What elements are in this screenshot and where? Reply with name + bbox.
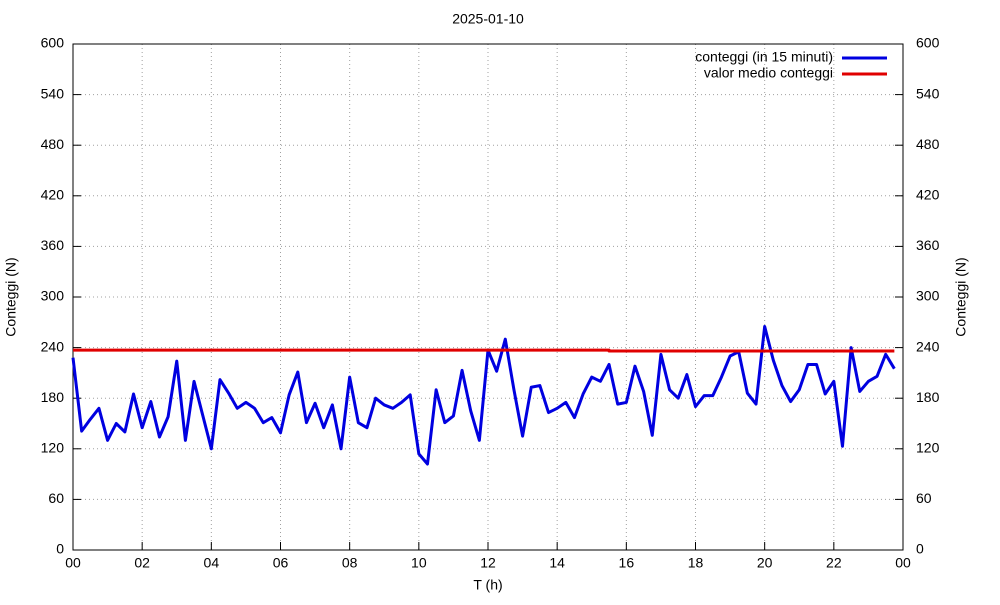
- y-tick-label: 240: [41, 338, 65, 354]
- x-tick-label: 08: [342, 555, 358, 571]
- y-tick-label: 120: [41, 440, 65, 456]
- x-tick-label: 00: [895, 555, 911, 571]
- y2-tick-label: 60: [916, 490, 932, 506]
- y-tick-label: 0: [56, 541, 64, 557]
- y2-tick-label: 360: [916, 237, 940, 253]
- x-tick-label: 18: [688, 555, 704, 571]
- x-tick-label: 10: [411, 555, 427, 571]
- y-tick-label: 600: [41, 35, 65, 51]
- y2-tick-label: 0: [916, 541, 924, 557]
- y2-tick-label: 300: [916, 288, 940, 304]
- x-tick-label: 00: [65, 555, 81, 571]
- y-tick-label: 540: [41, 85, 65, 101]
- x-tick-label: 04: [204, 555, 220, 571]
- y2-tick-label: 180: [916, 389, 940, 405]
- legend-label: valor medio conteggi: [704, 65, 833, 81]
- y-tick-label: 420: [41, 187, 65, 203]
- legend-label: conteggi (in 15 minuti): [695, 49, 833, 65]
- x-tick-label: 02: [134, 555, 150, 571]
- y-tick-label: 360: [41, 237, 65, 253]
- x-tick-label: 22: [826, 555, 842, 571]
- y-tick-label: 60: [48, 490, 64, 506]
- x-tick-label: 06: [273, 555, 289, 571]
- y-tick-label: 180: [41, 389, 65, 405]
- y2-tick-label: 120: [916, 440, 940, 456]
- data-line: [73, 348, 895, 353]
- plot-frame: [72, 43, 904, 551]
- y2-tick-label: 540: [916, 85, 940, 101]
- x-tick-label: 14: [549, 555, 565, 571]
- x-tick-label: 16: [619, 555, 635, 571]
- y2-tick-label: 240: [916, 338, 940, 354]
- x-tick-label: 12: [480, 555, 496, 571]
- x-axis-label: T (h): [473, 577, 502, 593]
- y-axis-label: Conteggi (N): [3, 257, 19, 336]
- y2-axis-label: Conteggi (N): [953, 257, 969, 336]
- y2-tick-label: 480: [916, 136, 940, 152]
- chart-title: 2025-01-10: [452, 11, 524, 27]
- y-tick-label: 300: [41, 288, 65, 304]
- y2-tick-label: 600: [916, 35, 940, 51]
- y-tick-label: 480: [41, 136, 65, 152]
- data-line: [71, 325, 896, 466]
- x-tick-label: 20: [757, 555, 773, 571]
- y2-tick-label: 420: [916, 187, 940, 203]
